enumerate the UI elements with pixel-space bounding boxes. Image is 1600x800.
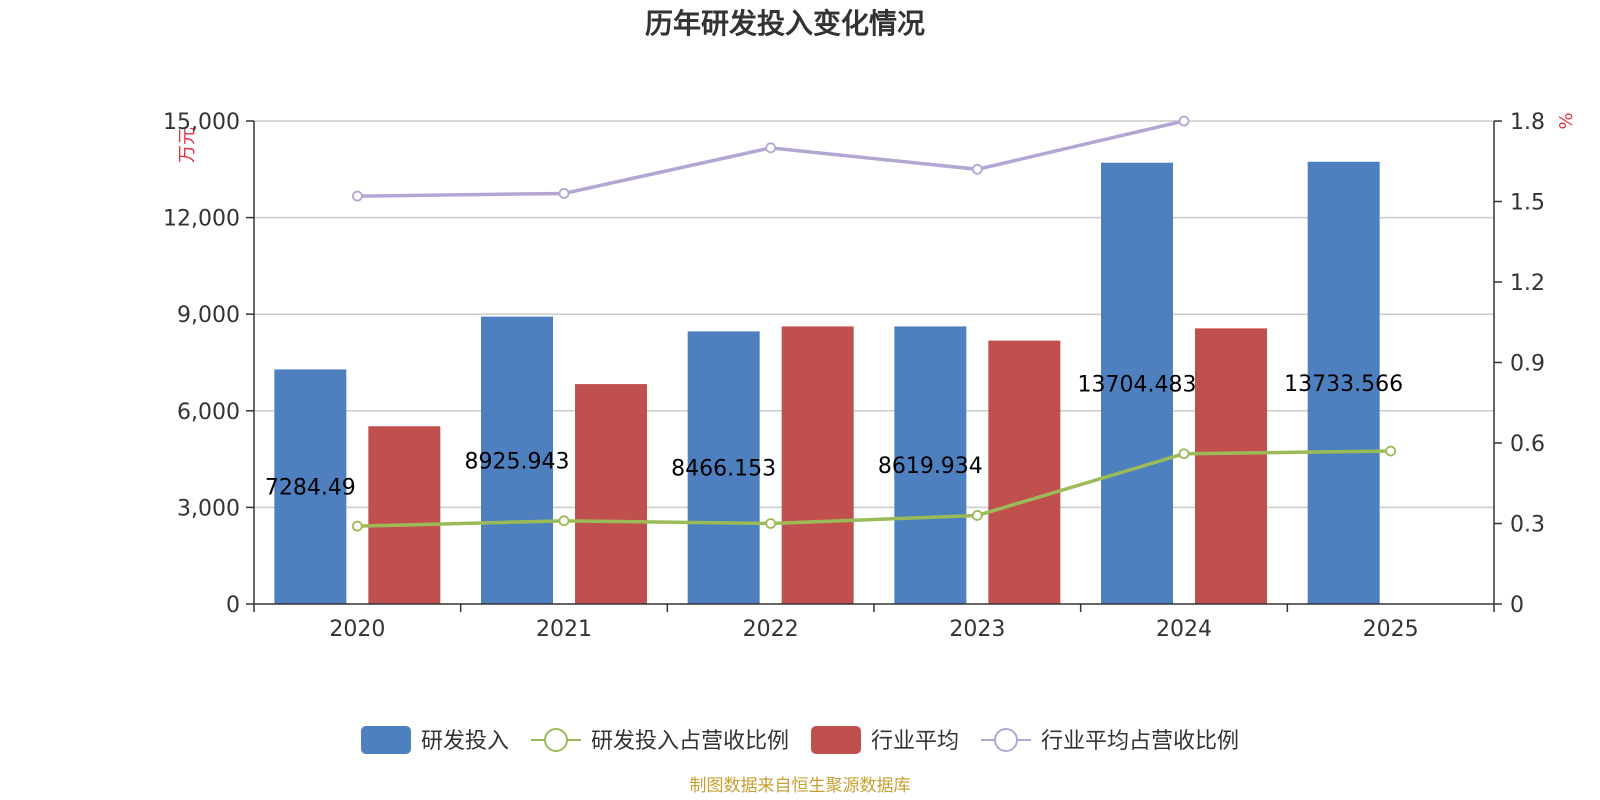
- bar-2020-1: [368, 426, 441, 604]
- bar-2023-1: [988, 340, 1061, 604]
- right-axis-unit: %: [1556, 112, 1577, 129]
- grid-lines: [254, 120, 1494, 509]
- left-axis-unit: 万元: [177, 127, 198, 163]
- legend-swatch: [811, 726, 861, 754]
- legend-label: 研发投入: [421, 729, 509, 754]
- bar-series: [274, 161, 1380, 605]
- x-axis-tick-label: 2024: [1156, 617, 1212, 642]
- x-axis-tick-label: 2022: [743, 617, 799, 642]
- line-point: [1178, 448, 1190, 460]
- data-label: 13733.566: [1284, 372, 1403, 397]
- line-series-0: [357, 449, 1391, 528]
- data-label: 8466.153: [671, 457, 776, 482]
- axes: 0 3,000 6,000 9,000 12,000 15,000 0 0.3 0.6 0.9 1.…: [163, 110, 1545, 642]
- legend-marker-symbol: [543, 728, 568, 752]
- chart-title: 历年研发投入变化情况: [645, 7, 925, 40]
- left-axis-tick-label: 12,000: [163, 207, 240, 232]
- line-point: [558, 515, 570, 527]
- x-axis-tick-label: 2021: [536, 617, 592, 642]
- bar-2021-1: [575, 384, 647, 604]
- right-axis-tick-label: 0.6: [1510, 432, 1545, 457]
- line-point: [765, 518, 777, 529]
- line-point: [971, 510, 983, 521]
- legend-label: 行业平均占营收比例: [1041, 729, 1239, 754]
- data-label: 8925.943: [465, 449, 570, 474]
- line-point: [1385, 445, 1397, 457]
- legend-marker-symbol: [994, 728, 1019, 752]
- data-label: 13704.483: [1078, 372, 1197, 397]
- right-axis-tick-label: 1.8: [1510, 110, 1545, 135]
- line-series: [351, 115, 1397, 532]
- line-series-1: [357, 119, 1185, 198]
- line-point: [351, 190, 363, 202]
- left-axis-tick-label: 15,000: [163, 110, 240, 135]
- line-point: [351, 520, 363, 532]
- data-label: 8619.934: [878, 454, 983, 479]
- left-axis-tick-label: 0: [226, 593, 240, 618]
- bar-2022-0: [687, 331, 760, 604]
- source-note: 制图数据来自恒生聚源数据库: [690, 776, 911, 796]
- bar-2025-0: [1307, 161, 1380, 604]
- bar-2020-0: [274, 369, 347, 604]
- legend-swatch: [360, 726, 411, 754]
- legend: 研发投入 研发投入占营收比例 行业平均 行业平均占营收比例: [360, 726, 1239, 754]
- bar-2023-0: [894, 326, 967, 604]
- x-axis-tick-label: 2023: [949, 617, 1005, 642]
- right-axis-tick-label: 0.9: [1510, 352, 1545, 377]
- data-label: 7284.49: [265, 476, 356, 501]
- line-point: [558, 188, 570, 199]
- left-axis-tick-label: 9,000: [177, 303, 240, 328]
- line-point: [765, 142, 777, 154]
- line-point: [971, 163, 983, 175]
- bar-2024-1: [1195, 328, 1267, 604]
- x-axis-tick-label: 2020: [329, 617, 385, 642]
- right-axis-tick-label: 0: [1510, 593, 1524, 618]
- bar-2024-0: [1101, 162, 1173, 605]
- right-axis-tick-label: 1.2: [1510, 271, 1545, 296]
- right-axis-tick-label: 1.5: [1510, 191, 1545, 216]
- legend-label: 行业平均: [871, 729, 959, 754]
- right-axis-tick-label: 0.3: [1510, 513, 1545, 538]
- bar-2021-0: [481, 316, 553, 604]
- x-axis-tick-label: 2025: [1363, 617, 1419, 642]
- line-point: [1178, 115, 1190, 127]
- data-labels: 7284.49 8925.943 8466.153 8619.934 13704.483…: [265, 372, 1403, 501]
- legend-label: 研发投入占营收比例: [591, 729, 789, 754]
- left-axis-tick-label: 6,000: [177, 400, 240, 425]
- left-axis-tick-label: 3,000: [177, 496, 240, 521]
- bar-2022-1: [781, 326, 854, 604]
